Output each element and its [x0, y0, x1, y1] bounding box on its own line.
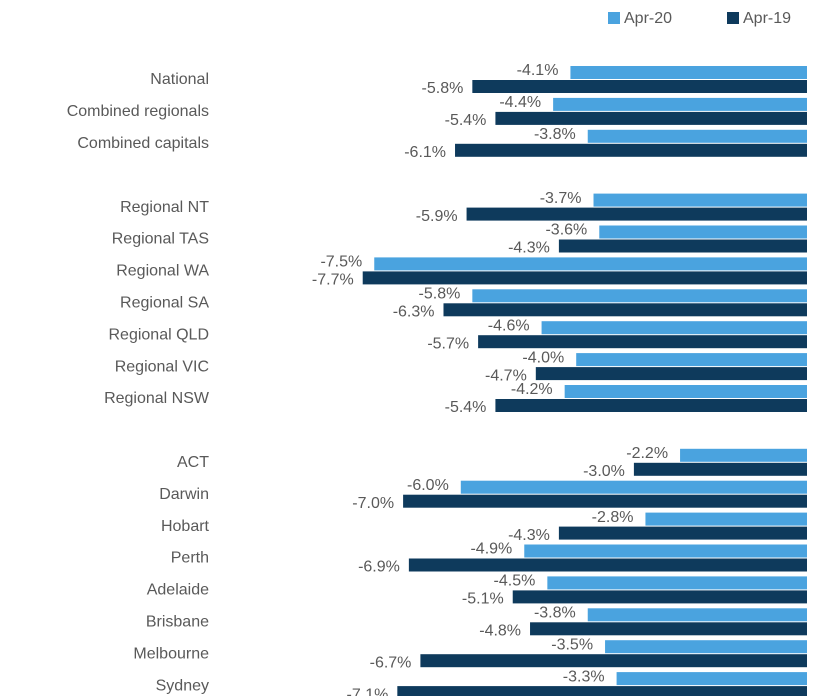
bar: [547, 576, 807, 590]
bar: [616, 672, 807, 686]
category-label: Combined capitals: [77, 135, 209, 152]
category-label: Darwin: [159, 486, 209, 503]
bar: [455, 143, 807, 157]
category-label: Adelaide: [147, 582, 209, 599]
bar: [362, 271, 807, 285]
category-label: Regional SA: [120, 295, 209, 312]
category-label: Regional QLD: [109, 326, 210, 343]
data-label: -5.7%: [427, 335, 469, 352]
category-label: ACT: [177, 454, 209, 471]
category-label: National: [150, 71, 209, 88]
bar: [541, 321, 807, 335]
bar: [535, 367, 807, 381]
data-label: -7.5%: [320, 254, 362, 271]
category-label: Sydney: [156, 677, 209, 694]
bar: [587, 608, 807, 622]
data-label: -6.3%: [393, 304, 435, 321]
bar: [558, 239, 807, 253]
category-label: Perth: [171, 550, 209, 567]
bar: [472, 289, 807, 303]
bar: [374, 257, 807, 271]
category-label: Regional WA: [116, 263, 209, 280]
legend-swatch: [608, 12, 620, 24]
data-label: -2.8%: [592, 509, 634, 526]
data-label: -3.7%: [540, 190, 582, 207]
data-label: -6.1%: [404, 144, 446, 161]
bar: [524, 544, 807, 558]
data-label: -5.8%: [419, 286, 461, 303]
data-label: -3.8%: [534, 126, 576, 143]
bar: [570, 66, 807, 79]
data-label: -4.7%: [485, 367, 527, 384]
data-label: -4.6%: [488, 317, 530, 334]
category-label: Hobart: [161, 518, 210, 535]
category-label: Regional NT: [120, 199, 209, 216]
data-label: -7.7%: [312, 272, 354, 289]
data-label: -4.0%: [522, 349, 564, 366]
data-label: -4.4%: [499, 94, 541, 111]
data-label: -4.2%: [511, 381, 553, 398]
category-label: Combined regionals: [67, 103, 209, 120]
data-label: -4.9%: [470, 541, 512, 558]
data-label: -4.1%: [517, 62, 559, 79]
bar: [460, 480, 807, 494]
data-label: -3.3%: [563, 668, 605, 685]
data-label: -4.8%: [479, 623, 521, 640]
bar: [495, 399, 807, 412]
bar: [576, 353, 807, 367]
data-label: -3.5%: [551, 636, 593, 653]
data-label: -4.5%: [494, 573, 536, 590]
bar: [466, 207, 807, 221]
bar: [403, 494, 807, 508]
data-label: -4.3%: [508, 240, 550, 257]
category-label: Regional TAS: [112, 231, 209, 248]
data-label: -6.0%: [407, 477, 449, 494]
bar: [495, 111, 807, 125]
bar: [420, 654, 807, 668]
bar: [593, 193, 807, 207]
category-label: Brisbane: [146, 614, 209, 631]
legend-label: Apr-20: [624, 10, 672, 27]
data-label: -3.8%: [534, 605, 576, 622]
bar: [633, 462, 807, 476]
data-label: -6.9%: [358, 559, 400, 576]
data-label: -3.0%: [583, 463, 625, 480]
bar: [645, 512, 807, 526]
data-label: -2.2%: [626, 445, 668, 462]
category-label: Melbourne: [133, 645, 209, 662]
bar: [605, 640, 807, 654]
bar: [599, 225, 807, 239]
data-label: -5.8%: [422, 80, 464, 97]
bar: [472, 80, 807, 93]
data-label: -7.0%: [352, 495, 394, 512]
bar: [443, 303, 807, 317]
bar: [530, 622, 807, 636]
bar: [587, 129, 807, 143]
data-label: -3.6%: [545, 222, 587, 239]
data-label: -6.7%: [370, 654, 412, 671]
bar: [478, 335, 807, 349]
bar: [397, 686, 807, 696]
data-label: -5.4%: [445, 399, 487, 416]
legend-swatch: [727, 12, 739, 24]
bar: [553, 97, 807, 111]
data-label: -4.3%: [508, 527, 550, 544]
legend-label: Apr-19: [743, 10, 791, 27]
bar: [512, 590, 807, 604]
bar: [680, 448, 807, 462]
bar: [408, 558, 807, 572]
data-label: -5.1%: [462, 591, 504, 608]
bar: [558, 526, 807, 540]
data-label: -5.9%: [416, 208, 458, 225]
data-label: -7.1%: [347, 686, 389, 696]
data-label: -5.4%: [445, 112, 487, 129]
category-label: Regional NSW: [104, 390, 210, 407]
category-label: Regional VIC: [115, 358, 209, 375]
bar: [564, 385, 807, 398]
